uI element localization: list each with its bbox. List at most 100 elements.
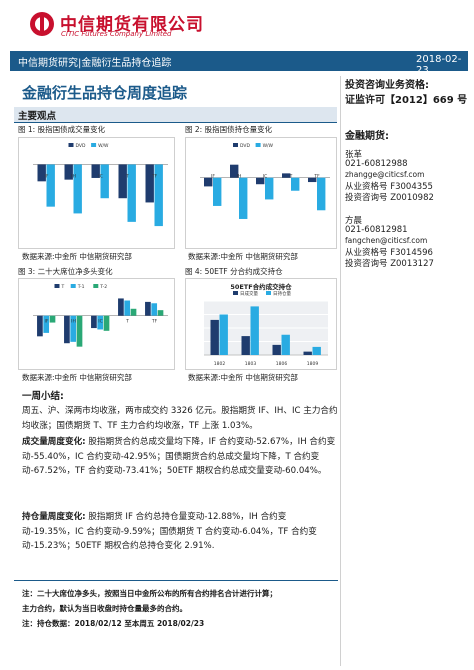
bar (97, 315, 104, 330)
report-date: 2018-02-23 (416, 54, 462, 76)
company-name-cn: 中信期货有限公司 (60, 15, 204, 35)
bar (145, 301, 151, 316)
bar (272, 344, 281, 355)
note-line: 注：二十大席位净多头，按照当日中金所公布的所有合约排名合计进行计算； (22, 589, 277, 598)
category-label: TF (151, 319, 158, 325)
category-label: 1802 (214, 361, 226, 367)
section-heading: 主要观点 (18, 111, 57, 122)
category-label: T (125, 319, 129, 325)
category-label: IF (45, 173, 49, 179)
bar (256, 177, 265, 185)
analyst-email[interactable]: zhangge@citicsf.com (345, 170, 425, 179)
figure-2-caption: 图 2: 股指国债持仓量变化 (185, 125, 273, 134)
legend-swatch (233, 143, 238, 147)
category-label: 1809 (307, 361, 319, 367)
bar (213, 177, 222, 206)
analyst-advisor-no: 投资咨询号 Z0010982 (345, 193, 434, 203)
report-title: 金融衍生品持仓周度追踪 (22, 84, 188, 102)
bar (118, 298, 124, 316)
category-label: IF (45, 319, 49, 325)
bar (103, 315, 110, 331)
legend-swatch (68, 143, 74, 147)
bar (46, 164, 55, 207)
bar (250, 306, 259, 355)
legend-label: DVD (240, 143, 250, 149)
figure-3-chart: T T-1 T-2 IF IH IC T TF (18, 278, 175, 370)
figure-1-source: 数据来源:中金所 中信期货研究部 (22, 252, 132, 261)
category-label: 1806 (276, 361, 288, 367)
figure-3-source: 数据来源:中金所 中信期货研究部 (22, 373, 132, 382)
figure-2-source: 数据来源:中金所 中信期货研究部 (188, 252, 298, 261)
bar (64, 164, 73, 180)
openinterest-label: 持仓量周度变化: (22, 512, 86, 522)
legend-swatch (255, 143, 261, 147)
analyst-advisor-no: 投资咨询号 Z0013127 (345, 259, 434, 269)
summary-paragraph-openinterest: 持仓量周度变化: 股指期货 IF 合约总持仓量变动-12.88%，IH 合约变动… (22, 510, 338, 554)
bar (219, 314, 228, 355)
department-label: 金融期货: (345, 131, 389, 142)
bar (127, 164, 136, 222)
legend-swatch (70, 284, 76, 288)
bar (282, 173, 291, 178)
legend-swatch (91, 143, 97, 147)
analyst-cert: 从业资格号 F3004355 (345, 182, 433, 192)
bar (49, 315, 56, 323)
license-title: 投资咨询业务资格: (345, 80, 429, 91)
figure-4-caption: 图 4: 50ETF 分合约成交持仓 (185, 267, 283, 276)
bar (157, 310, 164, 316)
legend-swatch (54, 284, 60, 288)
bar (312, 346, 321, 355)
bar (154, 164, 163, 227)
bar (124, 300, 131, 316)
header-bar (10, 51, 468, 71)
analyst-email[interactable]: fangchen@citicsf.com (345, 236, 428, 245)
bar (265, 177, 274, 200)
analyst-phone: 021-60812981 (345, 225, 408, 235)
analyst-name: 方晨 (345, 216, 363, 226)
bar (151, 303, 158, 316)
section-heading-bar (14, 107, 337, 123)
bar (239, 177, 248, 219)
summary-paragraph-volume: 成交量周度变化: 股指期货合约总成交量均下降，IF 合约变动-52.67%，IH… (22, 435, 338, 479)
note-line: 注：持仓数据：2018/02/12 至本周五 2018/02/23 (22, 619, 205, 628)
license-number: 证监许可【2012】669 号 (345, 95, 468, 106)
category-label: IH (237, 173, 242, 179)
note-line: 主力合约，默认为当日收盘时持仓量最多的合约。 (22, 604, 187, 613)
bar (204, 177, 213, 187)
bar (73, 164, 82, 214)
summary-paragraph-market: 周五、沪、深两市均收涨，两市成交约 3326 亿元。股指期货 IF、IH、IC … (22, 406, 338, 431)
legend-label: 日持仓量 (273, 290, 291, 297)
bar (308, 177, 317, 183)
bar (37, 164, 46, 182)
bar (291, 177, 300, 191)
bar (241, 336, 250, 355)
category-label: IH (71, 319, 76, 325)
volume-label: 成交量周度变化: (22, 437, 86, 447)
category-label: 1803 (245, 361, 257, 367)
chart-title: 50ETF合约成交持仓 (230, 282, 292, 291)
legend-swatch (93, 284, 99, 288)
openinterest-text: 股指期货 IF 合约总持仓量变动-12.88%，IH 合约变动-19.35%，I… (22, 512, 317, 551)
legend-label: T-1 (77, 284, 85, 290)
sidebar-divider (340, 76, 341, 666)
bar (100, 164, 109, 199)
category-label: IH (71, 173, 76, 179)
analyst-phone: 021-60812988 (345, 159, 408, 169)
bar (76, 315, 83, 347)
figure-4-source: 数据来源:中金所 中信期货研究部 (188, 373, 298, 382)
legend-label: T (61, 284, 65, 290)
category-label: TF (313, 173, 320, 179)
bar (317, 177, 326, 211)
bar (91, 315, 97, 329)
breadcrumb: 中信期货研究|金融衍生品持仓追踪 (18, 58, 172, 69)
category-label: T (289, 173, 293, 179)
legend-swatch (266, 291, 271, 295)
bar (210, 319, 219, 355)
figure-1-caption: 图 1: 股指国债成交量变化 (18, 125, 106, 134)
notes-divider (14, 580, 338, 581)
volume-text: 股指期货合约总成交量均下降，IF 合约变动-52.67%，IH 合约变动-55.… (22, 437, 336, 476)
bar (43, 315, 50, 333)
analyst-name: 张革 (345, 150, 363, 160)
bar (70, 315, 77, 342)
